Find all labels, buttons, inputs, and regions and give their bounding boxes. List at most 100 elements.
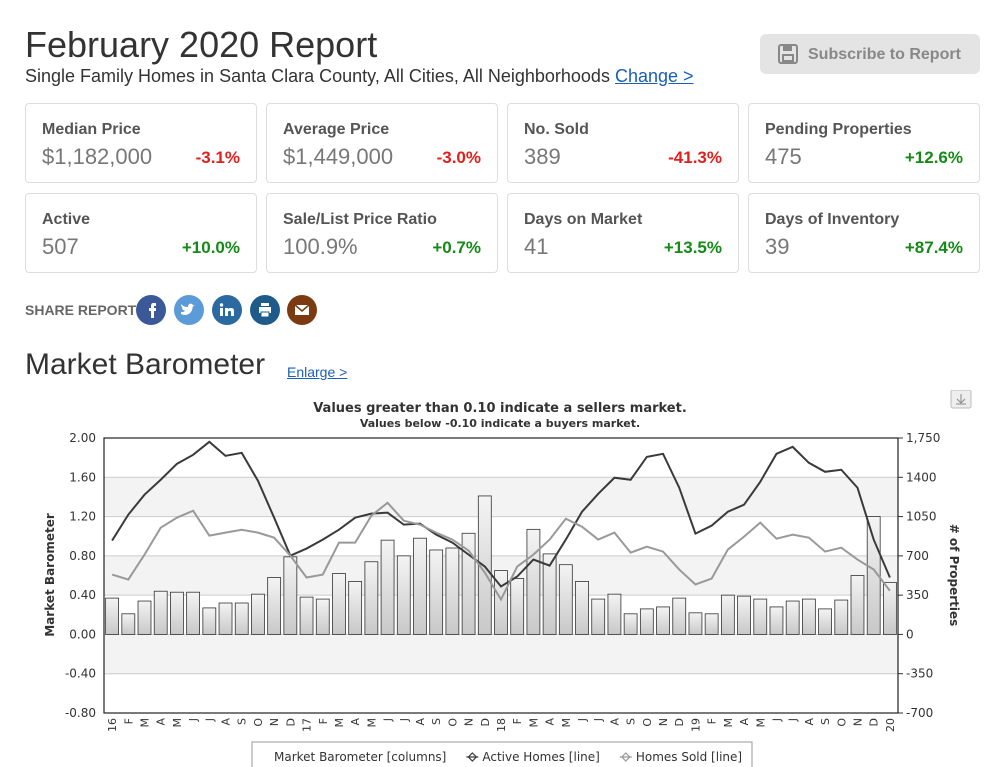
grid-band [104, 477, 898, 517]
y-tick-label: -0.40 [65, 667, 96, 681]
legend-marker [466, 752, 479, 762]
card-change: +13.5% [663, 238, 722, 257]
bar [737, 595, 751, 635]
bar [801, 598, 816, 635]
x-tick-label: N [851, 718, 864, 726]
bar [769, 606, 784, 635]
email-button[interactable] [287, 295, 317, 325]
card-change: -3.0% [436, 148, 481, 167]
x-tick-label: D [284, 718, 297, 726]
twitter-button[interactable] [174, 295, 204, 325]
card-change: +10.0% [181, 238, 240, 257]
x-tick-label: S [819, 718, 832, 725]
bar [218, 602, 233, 635]
x-tick-label: D [673, 718, 686, 726]
bar [510, 578, 525, 635]
bar [137, 600, 152, 635]
plot-frame [103, 437, 899, 714]
share-label: SHARE REPORT [25, 302, 137, 318]
x-tick-label: J [382, 718, 395, 722]
bar [153, 590, 168, 635]
bar [267, 577, 282, 635]
bar [429, 549, 444, 635]
bar [688, 612, 703, 635]
stat-card: Sale/List Price Ratio 100.9% +0.7% [266, 193, 498, 273]
stat-card: No. Sold 389 -41.3% [507, 103, 739, 183]
x-tick-label: O [252, 718, 265, 727]
bar [639, 608, 654, 635]
bar [623, 613, 638, 635]
chart-title: Values greater than 0.10 indicate a sell… [313, 401, 687, 416]
y-axis-label: Market Barometer [43, 513, 57, 637]
chart-subtitle: Values below -0.10 indicate a buyers mar… [360, 417, 640, 430]
x-tick-label: F [122, 718, 135, 724]
bar [234, 602, 249, 635]
x-tick-label: J [576, 718, 589, 722]
card-value: $1,449,000 [283, 144, 394, 169]
x-tick-label: J [203, 718, 216, 722]
legend-marker [619, 752, 632, 762]
x-tick-label: D [479, 718, 492, 726]
bar [332, 573, 346, 635]
x-tick-label: N [657, 718, 670, 726]
x-tick-label: J [398, 718, 411, 722]
x-tick-label: M [527, 718, 540, 728]
card-label: Days of Inventory [765, 211, 900, 228]
bar [105, 597, 119, 635]
x-tick-label: N [463, 718, 476, 726]
bar [202, 607, 217, 635]
x-tick-label: J [187, 718, 200, 722]
bar [753, 598, 768, 635]
x-tick-label: M [171, 718, 184, 728]
bar [526, 528, 541, 635]
bar [542, 553, 557, 635]
x-tick-label: O [641, 718, 654, 727]
stat-card: Pending Properties 475 +12.6% [748, 103, 980, 183]
x-tick-label: A [349, 718, 362, 726]
x-tick-label: 18 [495, 718, 508, 732]
linkedin-button[interactable] [212, 295, 242, 325]
card-label: Sale/List Price Ratio [283, 211, 437, 228]
bar [720, 594, 735, 635]
y-tick-label: 0.40 [69, 588, 96, 602]
stat-card: Median Price $1,182,000 -3.1% [25, 103, 257, 183]
legend-label: Active Homes [line] [482, 750, 599, 764]
bar [283, 556, 298, 635]
y-tick-label: 0.00 [69, 627, 96, 641]
card-value: 41 [524, 234, 549, 259]
y2-tick-label: 1400 [906, 470, 937, 484]
y-tick-label: 1.60 [69, 470, 96, 484]
chart: Values greater than 0.10 indicate a sell… [43, 390, 972, 767]
card-value: 100.9% [283, 234, 358, 259]
x-tick-label: M [365, 718, 378, 728]
card-change: +12.6% [904, 148, 963, 167]
legend-label: Homes Sold [line] [636, 750, 742, 764]
y2-tick-label: 1,750 [906, 431, 940, 445]
x-tick-label: F [511, 718, 524, 724]
bar [461, 532, 476, 635]
bar [834, 599, 849, 635]
stat-card: Days of Inventory 39 +87.4% [748, 193, 980, 273]
facebook-button[interactable] [136, 295, 166, 325]
bar [704, 613, 719, 635]
bar [186, 591, 201, 635]
x-tick-label: S [430, 718, 443, 725]
bar [396, 555, 411, 635]
card-value: 389 [524, 144, 561, 169]
change-link[interactable]: Change > [614, 66, 694, 86]
y2-tick-label: -350 [906, 667, 933, 681]
bar [591, 598, 606, 635]
x-tick-label: S [236, 718, 249, 725]
subscribe-button[interactable]: Subscribe to Report [760, 34, 980, 74]
line [111, 440, 891, 588]
x-tick-label: A [803, 718, 816, 726]
download-icon[interactable] [950, 390, 972, 409]
card-label: Days on Market [524, 211, 643, 228]
x-tick-label: F [706, 718, 719, 724]
y2-axis-label: # of Properties [947, 524, 961, 627]
y-tick-label: 0.80 [69, 549, 96, 563]
print-button[interactable] [250, 295, 280, 325]
save-icon [778, 44, 798, 64]
enlarge-link[interactable]: Enlarge > [287, 364, 348, 380]
